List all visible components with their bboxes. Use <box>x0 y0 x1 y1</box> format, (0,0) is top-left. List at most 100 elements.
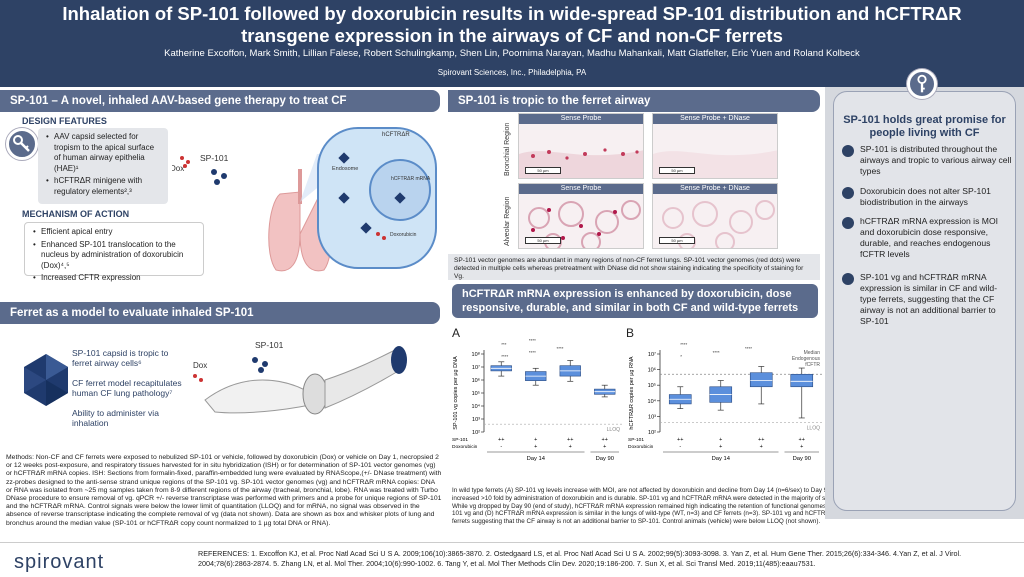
box <box>749 372 773 388</box>
conclusion-item: SP-101 is distributed throughout the air… <box>842 144 1012 177</box>
scale-bar: 50 µm <box>525 167 561 174</box>
references: REFERENCES: 1. Excoffon KJ, et al. Proc … <box>198 549 962 568</box>
bullet-dot <box>842 273 854 285</box>
ferret-item-tropic: SP-101 capsid is tropic to ferret airway… <box>72 348 169 368</box>
sp101-dose: ++ <box>602 437 608 443</box>
fig-endosome-label: Endosome <box>332 166 358 172</box>
title-line1: Inhalation of SP-101 followed by doxorub… <box>62 3 962 24</box>
box <box>790 373 814 388</box>
micrograph-bronchial-dnase: Sense Probe + DNase 50 µm <box>652 113 778 179</box>
moa-item: Increased CFTR expression <box>33 273 195 284</box>
scale-bar: 50 µm <box>659 167 695 174</box>
fig-dox-label: Dox <box>172 164 184 173</box>
row-label-alveolar: Alveolar Region <box>504 196 511 246</box>
row-label: SP-101 <box>628 437 644 443</box>
dox-dose: + <box>569 444 572 450</box>
sp101-dose: ++ <box>677 437 683 443</box>
conclusion-text: SP-101 vg and hCFTRΔR mRNA expression is… <box>860 272 998 326</box>
dox-dose: + <box>603 444 606 450</box>
title-line2: transgene expression in the airways of C… <box>241 25 783 46</box>
chart-a: SP-101 vg copies per µg DNA 10⁸ 10⁷ 10⁶ 10⁵ 1… <box>452 338 622 462</box>
y-tick-label: 10³ <box>472 417 480 423</box>
dox-dose: - <box>679 444 681 450</box>
y-tick-label: 10⁶ <box>648 367 656 374</box>
dox-dose: + <box>800 444 803 450</box>
micrograph-alveolar-sense: Sense Probe 50 µm <box>518 183 644 249</box>
sp101-dose: + <box>534 437 537 443</box>
sp101-dose: ++ <box>799 437 805 443</box>
group-label: Day 90 <box>793 456 811 462</box>
section-heading-sp101: SP-101 – A novel, inhaled AAV-based gene… <box>0 90 440 112</box>
lloq-label: LLOQ <box>607 427 620 433</box>
moa-box: Efficient apical entry Enhanced SP-101 t… <box>24 222 204 283</box>
y-axis-label: SP-101 vg copies per µg DNA <box>453 356 459 430</box>
bullet-dot <box>842 187 854 199</box>
conclusion-item: SP-101 vg and hCFTRΔR mRNA expression is… <box>842 272 1012 327</box>
conclusion-item: Doxorubicin does not alter SP-101 biodis… <box>842 186 1012 208</box>
significance-label: **** <box>556 346 563 351</box>
y-tick-label: 10⁶ <box>472 377 480 384</box>
fig-doxorubicin-label: Doxorubicin <box>390 232 417 238</box>
authors: Katherine Excoffon, Mark Smith, Lillian … <box>164 48 860 59</box>
moa-title: MECHANISM OF ACTION <box>22 209 130 219</box>
moa-item: Efficient apical entry <box>33 227 195 238</box>
row-label: Doxorubicin <box>452 444 478 450</box>
moa-item: Enhanced SP-101 translocation to the nuc… <box>33 240 195 272</box>
ferret-dox-label: Dox <box>193 361 207 370</box>
ferret-sp101-label: SP-101 <box>255 340 284 350</box>
design-item: hCFTRΔR minigene with regulatory element… <box>46 176 160 197</box>
dox-dose: + <box>534 444 537 450</box>
y-tick-label: 10⁴ <box>472 403 481 410</box>
row-label: SP-101 <box>452 437 468 443</box>
dox-dose: - <box>500 444 502 450</box>
probe-label: Sense Probe <box>519 114 643 124</box>
bullet-dot <box>842 217 854 229</box>
methods-paragraph2: SP-101 vector genomes (vg) and hCFTRΔR m… <box>6 478 442 527</box>
y-tick-label: 10⁷ <box>472 364 480 371</box>
design-features-title: DESIGN FEATURES <box>22 116 107 126</box>
design-item: AAV capsid selected for tropism to the a… <box>46 132 160 174</box>
panel-label-a: A <box>452 326 461 340</box>
section-heading-expression: hCFTRΔR mRNA expression is enhanced by d… <box>452 284 818 318</box>
key-icon <box>907 69 937 99</box>
ferret-nebulizer-diagram: SP-101 Dox <box>193 340 407 415</box>
group-label: Day 90 <box>596 456 614 462</box>
section-heading-tropic: SP-101 is tropic to the ferret airway <box>448 90 820 112</box>
fig-mrna-label: hCFTRΔR mRNA <box>391 176 431 182</box>
y-tick-label: 10⁴ <box>648 398 657 405</box>
group-label: Day 14 <box>527 456 546 462</box>
conclusion-text: SP-101 is distributed throughout the air… <box>860 144 1012 176</box>
group-label: Day 14 <box>712 456 731 462</box>
y-tick-label: 10³ <box>648 414 656 420</box>
y-tick-label: 10⁵ <box>648 382 656 389</box>
y-tick-label: 10² <box>648 430 656 436</box>
conclusion-text: hCFTRΔR mRNA expression is MOI and doxor… <box>860 216 999 259</box>
dox-dose: + <box>760 444 763 450</box>
conclusion-text: Doxorubicin does not alter SP-101 biodis… <box>860 186 991 207</box>
conclusion-item: hCFTRΔR mRNA expression is MOI and doxor… <box>842 216 1012 260</box>
probe-label: Sense Probe + DNase <box>653 184 777 194</box>
fig-hcftr-label: hCFTRΔR <box>382 132 410 138</box>
tropic-caption: SP-101 vector genomes are abundant in ma… <box>448 254 820 280</box>
conclusions-box: SP-101 holds great promise for people li… <box>833 91 1016 511</box>
conclusions-title: SP-101 holds great promise for people li… <box>843 114 1006 139</box>
y-axis-label: hCFTRΔR copies per µg RNA <box>629 356 635 429</box>
header: Inhalation of SP-101 followed by doxorub… <box>0 0 1024 87</box>
significance-label: *** <box>501 342 507 347</box>
significance-label: * <box>680 354 682 359</box>
scale-bar: 50 µm <box>659 237 695 244</box>
affiliation: Spirovant Sciences, Inc., Philadelphia, … <box>437 68 587 77</box>
row-label: Doxorubicin <box>628 444 654 450</box>
expression-caption: In wild type ferrets (A) SP-101 vg level… <box>452 487 1022 526</box>
significance-label: **** <box>501 354 508 359</box>
conclusions-panel: SP-101 holds great promise for people li… <box>825 69 1024 519</box>
key-icon <box>6 128 38 160</box>
sp101-dose: ++ <box>758 437 764 443</box>
methods-text: Methods: Non-CF and CF ferrets were expo… <box>6 454 442 528</box>
panel-label-b: B <box>626 326 635 340</box>
y-tick-label: 10⁵ <box>472 390 480 397</box>
y-tick-label: 10² <box>472 430 480 436</box>
design-features-box: AAV capsid selected for tropism to the a… <box>38 128 168 204</box>
significance-label: **** <box>529 350 536 355</box>
